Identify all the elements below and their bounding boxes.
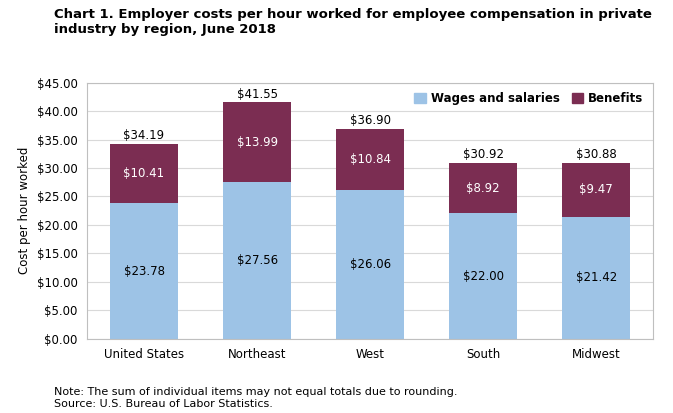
Text: $23.78: $23.78 — [124, 264, 164, 278]
Text: $26.06: $26.06 — [349, 258, 391, 271]
Bar — [336, 190, 404, 339]
Bar — [223, 102, 291, 182]
Bar — [110, 144, 178, 203]
Text: $36.90: $36.90 — [350, 114, 390, 127]
Text: $41.55: $41.55 — [237, 88, 277, 100]
Bar — [450, 163, 517, 214]
Legend: Wages and salaries, Benefits: Wages and salaries, Benefits — [411, 88, 647, 109]
Bar — [223, 182, 291, 339]
Text: $9.47: $9.47 — [579, 183, 613, 196]
Text: Note: The sum of individual items may not equal totals due to rounding.
Source: : Note: The sum of individual items may no… — [54, 387, 458, 409]
Bar — [563, 163, 630, 217]
Text: $10.41: $10.41 — [123, 167, 165, 180]
Text: $10.84: $10.84 — [350, 153, 390, 166]
Bar — [450, 214, 517, 339]
Text: $21.42: $21.42 — [575, 271, 617, 284]
Text: $34.19: $34.19 — [123, 129, 165, 142]
Bar — [336, 129, 404, 190]
Text: $13.99: $13.99 — [236, 135, 278, 149]
Text: $27.56: $27.56 — [236, 254, 278, 267]
Text: $8.92: $8.92 — [466, 182, 500, 195]
Y-axis label: Cost per hour worked: Cost per hour worked — [18, 147, 32, 274]
Text: $30.88: $30.88 — [576, 148, 616, 161]
Bar — [563, 217, 630, 339]
Text: $22.00: $22.00 — [463, 270, 503, 282]
Bar — [110, 203, 178, 339]
Text: Chart 1. Employer costs per hour worked for employee compensation in private ind: Chart 1. Employer costs per hour worked … — [54, 8, 651, 36]
Text: $30.92: $30.92 — [463, 148, 503, 161]
